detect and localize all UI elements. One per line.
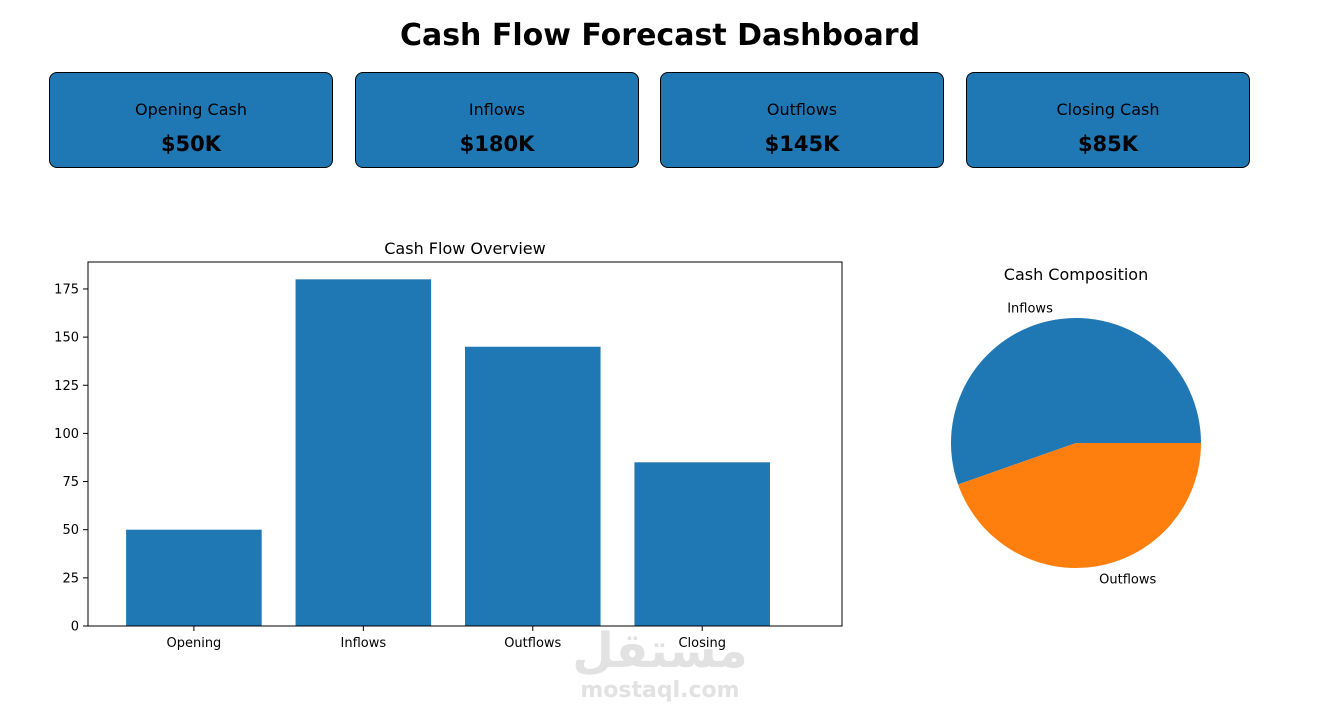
- kpi-label: Inflows: [468, 100, 526, 119]
- kpi-label: Opening Cash: [134, 100, 247, 119]
- x-tick-label: Closing: [678, 636, 726, 651]
- y-tick-label: 0: [71, 620, 79, 635]
- y-tick-label: 100: [54, 427, 79, 442]
- y-tick-label: 25: [62, 571, 79, 586]
- x-tick-label: Opening: [166, 636, 221, 651]
- kpi-value: $145K: [764, 132, 840, 156]
- kpi-card-outflows: Outflows $145K: [660, 72, 944, 168]
- watermark-site: mostaql.com: [580, 678, 740, 703]
- y-tick-label: 175: [54, 282, 79, 297]
- y-tick-label: 75: [62, 475, 79, 490]
- x-tick-label: Outflows: [504, 636, 561, 651]
- kpi-label: Outflows: [766, 100, 838, 119]
- x-tick-label: Inflows: [341, 636, 387, 651]
- y-tick-label: 125: [54, 379, 79, 394]
- kpi-value: $50K: [160, 132, 222, 156]
- bar-chart-axes-frame: [87, 261, 843, 627]
- kpi-value: $85K: [1077, 132, 1139, 156]
- kpi-label: Closing Cash: [1056, 100, 1160, 119]
- y-tick-label: 150: [54, 331, 79, 346]
- bar-closing: [634, 462, 770, 626]
- bar-opening: [126, 529, 262, 626]
- kpi-card-inflows: Inflows $180K: [355, 72, 639, 168]
- y-tick-label: 50: [62, 523, 79, 538]
- kpi-value: $180K: [459, 132, 535, 156]
- bar-outflows: [465, 346, 601, 626]
- watermark-brand: مستقل: [572, 623, 748, 679]
- bar-inflows: [295, 279, 432, 626]
- kpi-card-closing-cash: Closing Cash $85K: [966, 72, 1250, 168]
- kpi-card-opening-cash: Opening Cash $50K: [49, 72, 333, 168]
- dashboard-title: Cash Flow Forecast Dashboard: [399, 18, 921, 53]
- bar-chart-title: Cash Flow Overview: [384, 239, 545, 258]
- watermark-logo: مستقل mostaql.com: [560, 624, 760, 714]
